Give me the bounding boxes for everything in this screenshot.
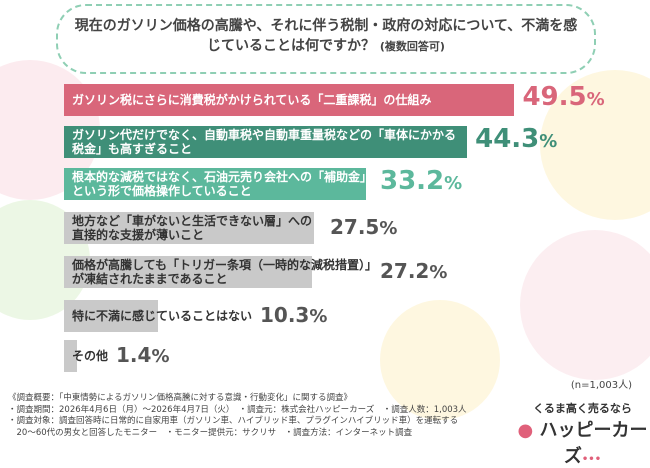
bar-label: 価格が高騰しても「トリガー条項（一時的な減税措置）」が凍結されたままであること	[72, 258, 372, 286]
value-label: 1.4%	[116, 343, 170, 367]
question-text: 現在のガソリン価格の高騰や、それに伴う税制・政府の対応について、不満を感じている…	[74, 18, 578, 54]
bar-label: 地方など「車がないと生活できない層」への直接的な支援が薄いこと	[72, 214, 313, 242]
logo-tagline: くるま高く売るなら	[533, 402, 632, 415]
logo: くるま高く売るなら ● ハッピーカーズ•••	[515, 400, 650, 468]
bg-circle	[520, 230, 650, 380]
logo-name: ● ハッピーカーズ•••	[515, 416, 650, 468]
bar-label: 特に不満に感じていることはない	[72, 309, 253, 323]
survey-footer: 《調査概要：「中東情勢によるガソリン価格高騰に対する意識・行動変化」に関する調査…	[8, 393, 508, 439]
bar	[64, 212, 315, 244]
bar	[64, 340, 77, 372]
bar	[64, 256, 312, 288]
value-label: 27.5%	[330, 215, 398, 239]
bar-label: その他	[72, 349, 109, 363]
footer-line: 20〜60代の男女と回答したモニター ・モニター提供元：サクリサ ・調査方法：イ…	[8, 427, 413, 438]
value-label: 33.2%	[380, 166, 463, 196]
footer-line: ・調査期間：2026年4月6日（月）〜2026年4月7日（火） ・調査元：株式会…	[8, 404, 467, 415]
footer-line: 《調査概要：「中東情勢によるガソリン価格高騰に対する意識・行動変化」に関する調査…	[8, 393, 352, 403]
footer-line: ・調査対象：調査回答時に日常的に自家用車（ガソリン車、ハイブリッド車、プラグイン…	[8, 416, 459, 426]
question-note: (複数回答可)	[379, 40, 445, 53]
sample-size: (n=1,003人)	[570, 380, 632, 391]
bar-label: ガソリン代だけでなく、自動車税や自動車重量税などの「車体にかかる税金」も高すぎる…	[72, 128, 457, 156]
bar	[64, 168, 367, 200]
elephant-icon: ●	[517, 420, 534, 441]
bar	[64, 84, 515, 116]
bar-label: 根本的な減税ではなく、石油元売り会社への「補助金」という形で価格操作していること	[72, 170, 373, 198]
bar-row: その他 1.4%	[64, 340, 634, 372]
value-label: 10.3%	[260, 303, 328, 327]
question-box: 現在のガソリン価格の高騰や、それに伴う税制・政府の対応について、不満を感じている…	[56, 4, 596, 74]
value-label: 49.5%	[522, 82, 605, 112]
bar-row: 地方など「車がないと生活できない層」への直接的な支援が薄いこと 27.5%	[64, 212, 634, 244]
bar-label: ガソリン税にさらに消費税がかけられている「二重課税」の仕組み	[72, 93, 432, 107]
bar	[64, 126, 468, 158]
value-label: 44.3%	[475, 124, 558, 154]
bar-row: ガソリン税にさらに消費税がかけられている「二重課税」の仕組み 49.5%	[64, 82, 634, 116]
bar	[64, 300, 158, 332]
bg-circle	[380, 300, 500, 420]
dots-icon: •••	[581, 454, 602, 465]
bg-circle	[540, 70, 650, 220]
bar-row: 特に不満に感じていることはない 10.3%	[64, 300, 634, 332]
bar-row: 価格が高騰しても「トリガー条項（一時的な減税措置）」が凍結されたままであること 2…	[64, 256, 634, 288]
bar-row: ガソリン代だけでなく、自動車税や自動車重量税などの「車体にかかる税金」も高すぎる…	[64, 124, 634, 158]
bar-row: 根本的な減税ではなく、石油元売り会社への「補助金」という形で価格操作していること…	[64, 166, 634, 200]
value-label: 27.2%	[380, 259, 448, 283]
